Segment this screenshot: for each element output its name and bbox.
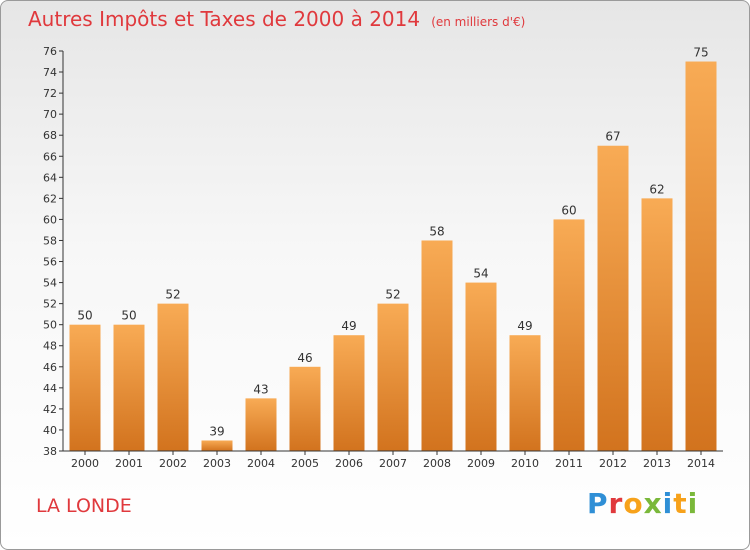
bar-2011	[553, 219, 585, 451]
bar-2006	[333, 335, 365, 451]
y-tick-label: 44	[43, 382, 57, 395]
logo-letter: o	[623, 487, 644, 520]
x-tick-label: 2012	[599, 457, 627, 470]
chart-title-block: Autres Impôts et Taxes de 2000 à 2014 (e…	[28, 7, 525, 31]
y-tick-label: 56	[43, 256, 57, 269]
y-tick-label: 68	[43, 129, 57, 142]
y-tick-label: 64	[43, 171, 57, 184]
y-tick-label: 40	[43, 424, 57, 437]
x-tick-label: 2002	[159, 457, 187, 470]
bar-value-label: 49	[341, 319, 356, 333]
bar-2005	[289, 366, 321, 451]
bar-value-label: 67	[605, 130, 620, 144]
bar-2010	[509, 335, 541, 451]
y-tick-label: 42	[43, 403, 57, 416]
y-tick-label: 48	[43, 340, 57, 353]
y-tick-label: 58	[43, 234, 57, 247]
bar-2009	[465, 282, 497, 451]
commune-name: LA LONDE	[36, 495, 132, 517]
x-tick-label: 2008	[423, 457, 451, 470]
logo-letter: i	[687, 487, 699, 520]
bar-2001	[113, 324, 145, 451]
x-tick-label: 2014	[687, 457, 715, 470]
chart-title: Autres Impôts et Taxes de 2000 à 2014	[28, 7, 421, 31]
bar-value-label: 39	[209, 424, 224, 438]
logo-letter: r	[608, 487, 624, 520]
x-tick-label: 2000	[71, 457, 99, 470]
x-tick-label: 2003	[203, 457, 231, 470]
bar-value-label: 52	[165, 288, 180, 302]
bar-2012	[597, 145, 629, 451]
logo-letter: t	[673, 487, 688, 520]
y-tick-label: 60	[43, 213, 57, 226]
bar-2008	[421, 240, 453, 451]
bar-value-label: 60	[561, 203, 576, 217]
bar-value-label: 43	[253, 382, 268, 396]
bar-2003	[201, 440, 233, 451]
x-tick-label: 2005	[291, 457, 319, 470]
bar-2007	[377, 303, 409, 451]
x-tick-label: 2001	[115, 457, 143, 470]
x-tick-label: 2013	[643, 457, 671, 470]
x-tick-label: 2007	[379, 457, 407, 470]
bar-2002	[157, 303, 189, 451]
bar-value-label: 62	[649, 182, 664, 196]
y-tick-label: 38	[43, 445, 57, 458]
x-tick-label: 2011	[555, 457, 583, 470]
x-tick-label: 2004	[247, 457, 275, 470]
logo-letter: x	[643, 487, 663, 520]
x-tick-label: 2009	[467, 457, 495, 470]
bar-value-label: 58	[429, 224, 444, 238]
y-tick-label: 52	[43, 298, 57, 311]
y-tick-label: 46	[43, 361, 57, 374]
logo-letter: P	[587, 487, 609, 520]
y-tick-label: 50	[43, 319, 57, 332]
bar-value-label: 46	[297, 351, 312, 365]
bar-2004	[245, 398, 277, 451]
y-tick-label: 54	[43, 277, 57, 290]
bar-2013	[641, 198, 673, 451]
proxiti-logo: Proxiti	[587, 487, 698, 520]
bar-value-label: 50	[77, 309, 92, 323]
y-tick-label: 74	[43, 66, 57, 79]
bar-value-label: 50	[121, 309, 136, 323]
y-tick-label: 70	[43, 108, 57, 121]
bar-value-label: 75	[693, 46, 708, 60]
chart-subtitle: (en milliers d'€)	[431, 15, 526, 29]
bar-value-label: 52	[385, 288, 400, 302]
y-tick-label: 62	[43, 192, 57, 205]
x-tick-label: 2010	[511, 457, 539, 470]
bar-2000	[69, 324, 101, 451]
x-tick-label: 2006	[335, 457, 363, 470]
y-tick-label: 76	[43, 45, 57, 58]
bar-2014	[685, 61, 717, 452]
y-tick-label: 66	[43, 150, 57, 163]
bar-value-label: 54	[473, 267, 488, 281]
logo-letter: i	[662, 487, 674, 520]
y-tick-label: 72	[43, 87, 57, 100]
bar-value-label: 49	[517, 319, 532, 333]
